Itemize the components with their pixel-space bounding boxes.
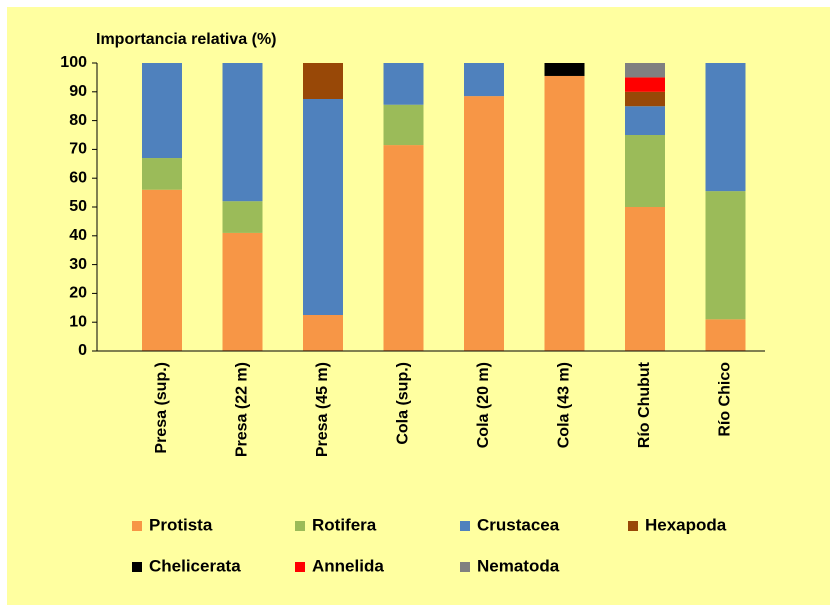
legend-label: Rotifera — [312, 515, 377, 534]
legend-swatch — [460, 562, 470, 572]
legend-label: Hexapoda — [645, 515, 727, 534]
bar-segment — [142, 63, 182, 159]
legend-label: Annelida — [312, 556, 384, 575]
y-tick-label: 10 — [69, 313, 87, 330]
bar-segment — [625, 135, 665, 207]
bar-segment — [142, 158, 182, 190]
bar-segment — [383, 145, 424, 351]
y-tick-label: 60 — [69, 169, 87, 186]
bar-segment — [625, 91, 665, 107]
legend-label: Nematoda — [477, 556, 560, 575]
x-tick-label: Río Chico — [717, 362, 734, 437]
bar-segment — [625, 106, 665, 135]
legend-swatch — [132, 562, 142, 572]
legend-label: Crustacea — [477, 515, 560, 534]
legend-label: Chelicerata — [149, 556, 241, 575]
x-tick-label: Presa (45 m) — [314, 362, 331, 457]
bar-segment — [625, 207, 665, 351]
bar-segment — [544, 75, 585, 352]
x-tick-label: Cola (sup.) — [395, 362, 412, 445]
bar-segment — [222, 201, 263, 233]
legend-swatch — [295, 562, 305, 572]
bar-segment — [544, 63, 585, 76]
bar-segment — [142, 189, 182, 351]
bar-segment — [705, 191, 746, 320]
y-tick-label: 70 — [69, 141, 87, 158]
chart-title: Importancia relativa (%) — [96, 31, 277, 48]
bar-segment — [464, 63, 504, 97]
legend-swatch — [132, 521, 142, 531]
x-tick-label: Cola (20 m) — [475, 362, 492, 448]
y-tick-label: 90 — [69, 83, 87, 100]
bar-segment — [625, 77, 665, 92]
y-tick-label: 30 — [69, 256, 87, 273]
legend-label: Protista — [149, 515, 213, 534]
bar-segment — [303, 99, 343, 315]
x-tick-label: Río Chubut — [636, 361, 653, 448]
y-tick-label: 50 — [69, 198, 87, 215]
legend-swatch — [295, 521, 305, 531]
bar-segment — [383, 63, 424, 105]
bar-segment — [705, 63, 746, 192]
x-tick-label: Cola (43 m) — [556, 362, 573, 448]
bar-segment — [222, 232, 263, 351]
y-tick-label: 100 — [60, 54, 87, 71]
bar-segment — [303, 63, 343, 99]
bar-segment — [222, 63, 263, 202]
y-tick-label: 80 — [69, 112, 87, 129]
bar-segment — [464, 96, 504, 352]
bar-segment — [383, 104, 424, 146]
y-tick-label: 20 — [69, 285, 87, 302]
legend-swatch — [460, 521, 470, 531]
y-tick-label: 40 — [69, 227, 87, 244]
x-tick-label: Presa (sup.) — [153, 362, 170, 454]
bar-segment — [625, 63, 665, 78]
x-tick-label: Presa (22 m) — [234, 362, 251, 457]
y-tick-label: 0 — [78, 342, 87, 359]
bar-segment — [705, 319, 746, 351]
legend-swatch — [628, 521, 638, 531]
bar-segment — [303, 315, 343, 351]
